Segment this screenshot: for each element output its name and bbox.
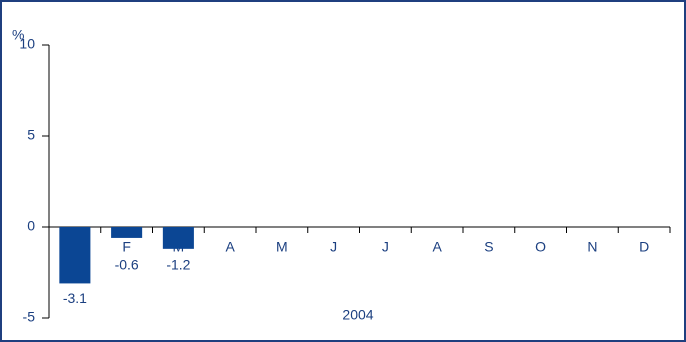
x-tick-label: J	[382, 239, 389, 255]
y-tick-label: 10	[19, 36, 35, 52]
value-label: -1.2	[166, 257, 190, 273]
y-unit: %	[12, 27, 24, 43]
x-tick-label: O	[535, 239, 546, 255]
x-tick-label: A	[225, 239, 235, 255]
x-tick-label: M	[276, 239, 288, 255]
x-tick-label: A	[432, 239, 442, 255]
bar	[162, 227, 194, 249]
bar	[111, 227, 143, 238]
value-label: -3.1	[63, 290, 87, 306]
x-tick-label: J	[330, 239, 337, 255]
x-tick-label: S	[484, 239, 493, 255]
value-label: -0.6	[115, 257, 139, 273]
x-tick-label: D	[639, 239, 649, 255]
y-tick-label: -5	[23, 309, 36, 325]
x-tick-label: F	[122, 239, 131, 255]
x-axis-label: 2004	[342, 307, 373, 323]
x-tick-label: N	[587, 239, 597, 255]
y-tick-label: 0	[27, 218, 35, 234]
bar	[59, 227, 91, 284]
y-tick-label: 5	[27, 127, 35, 143]
